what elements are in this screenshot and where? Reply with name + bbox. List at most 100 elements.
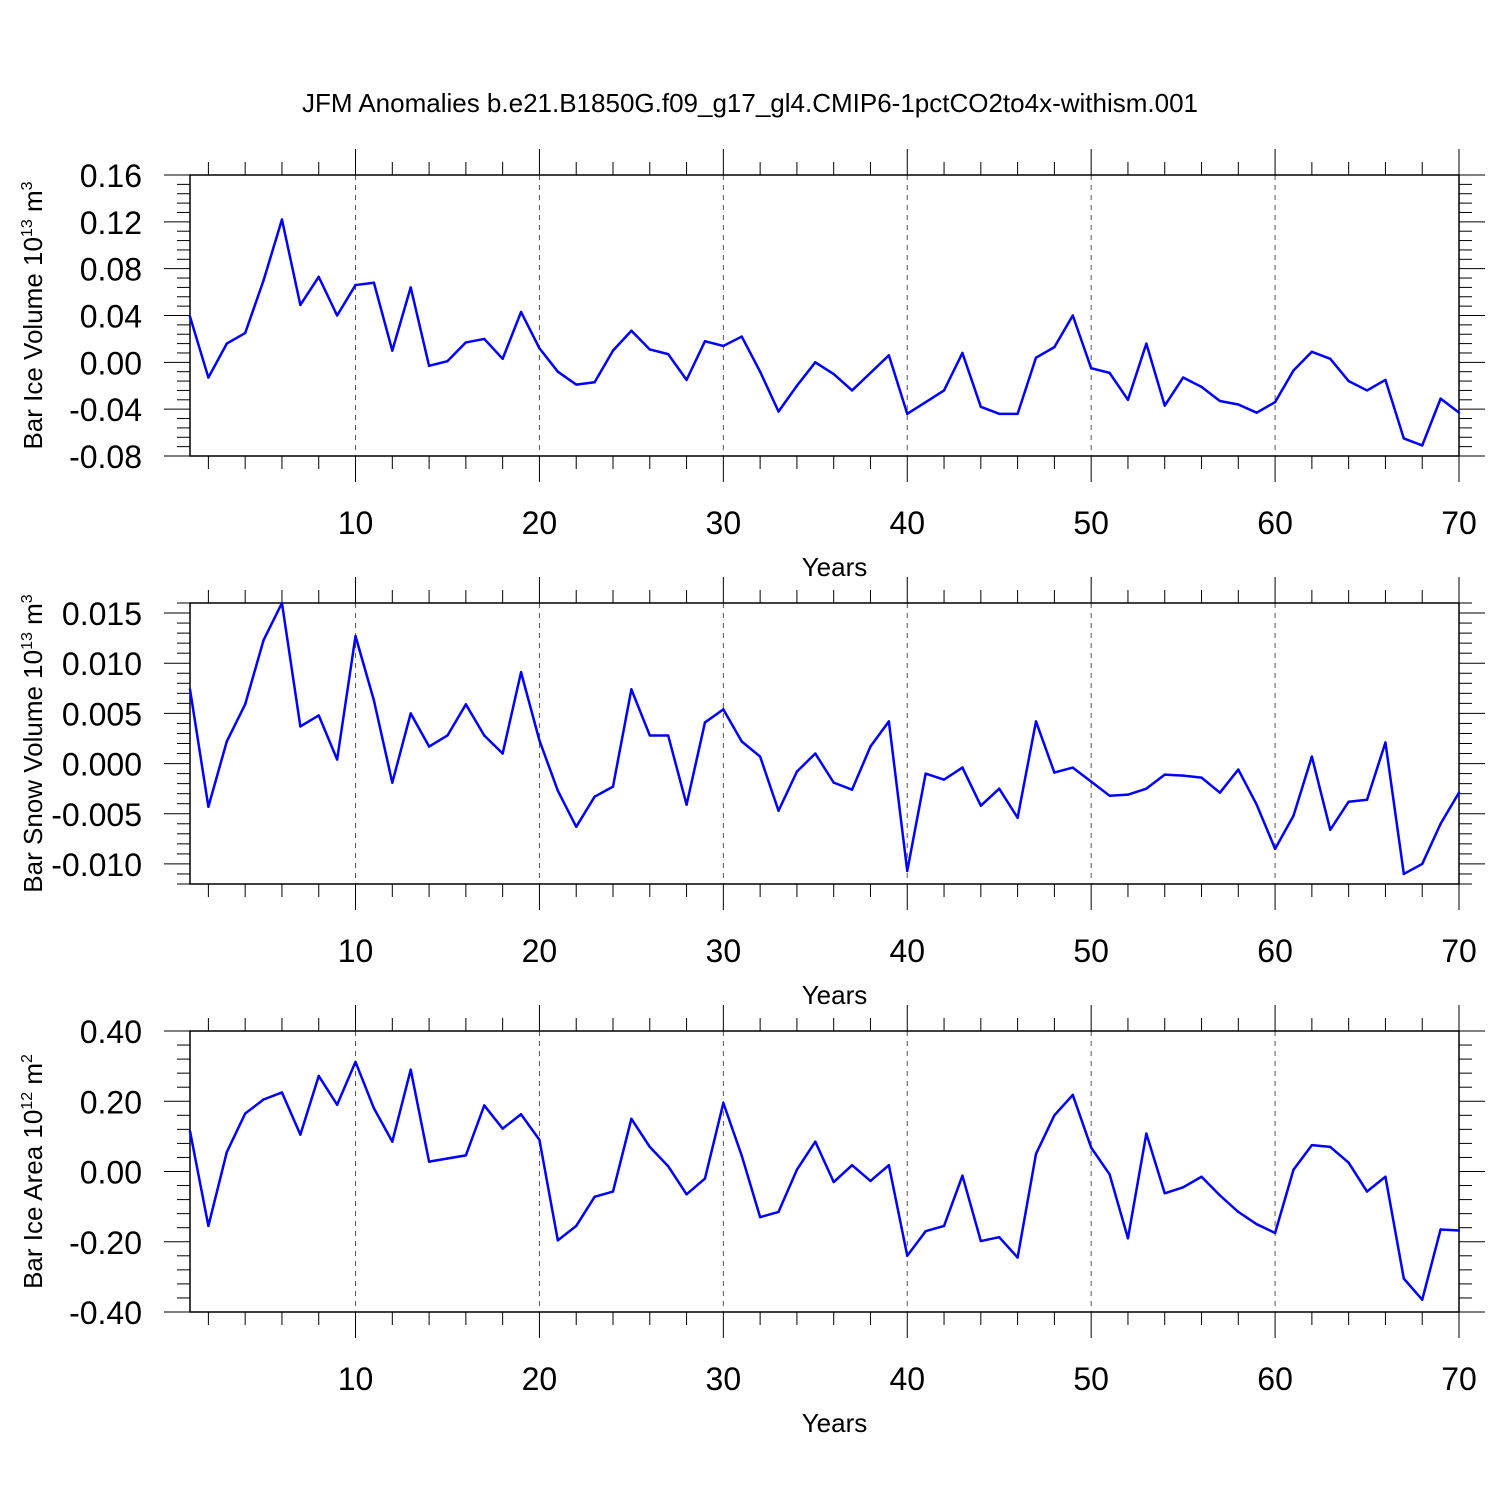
- data-point: [666, 352, 670, 356]
- panel-2: 10 20 30 40 50 60 70 Years -0.010 -0.005 0.000 0.00…: [18, 577, 1485, 1010]
- data-point: [427, 745, 431, 748]
- x-tick-label: 60: [1257, 933, 1293, 969]
- data-point: [1365, 798, 1369, 801]
- data-point: [409, 712, 412, 715]
- x-axis-label: Years: [802, 552, 868, 582]
- data-point: [1384, 741, 1387, 744]
- data-point: [942, 389, 946, 392]
- data-point: [1126, 793, 1130, 796]
- data-point: [519, 1113, 523, 1116]
- plot-frame: [189, 602, 1460, 885]
- y-axis-label-unit: m: [18, 1063, 48, 1092]
- data-point: [280, 601, 284, 605]
- y-tick-label: 0.000: [62, 747, 142, 783]
- data-point: [335, 758, 339, 761]
- x-tick-label: 50: [1073, 933, 1109, 969]
- data-point: [924, 1230, 927, 1233]
- data-point: [1034, 356, 1038, 359]
- data-point: [593, 381, 596, 384]
- data-point: [1347, 1161, 1350, 1164]
- series-line: [188, 1060, 1460, 1301]
- data-point: [409, 1068, 412, 1071]
- y-tick-label: 0.12: [80, 205, 142, 241]
- data-point: [832, 1180, 835, 1184]
- data-point: [979, 804, 983, 807]
- data-point: [1108, 794, 1111, 797]
- data-point: [666, 1165, 670, 1168]
- data-point: [1421, 444, 1424, 447]
- data-point: [1457, 791, 1461, 794]
- data-point: [685, 803, 688, 806]
- x-tick-label: 20: [522, 1361, 558, 1397]
- data-point: [648, 1145, 651, 1149]
- data-point: [1071, 314, 1074, 317]
- data-point: [391, 1140, 394, 1143]
- x-tick-label: 20: [522, 505, 558, 541]
- data-point: [519, 671, 523, 674]
- x-tick-label: 60: [1257, 505, 1293, 541]
- y-tick-label: -0.40: [69, 1295, 142, 1331]
- data-point: [391, 781, 394, 784]
- data-point: [593, 1195, 596, 1198]
- data-point: [354, 1060, 357, 1064]
- data-point: [850, 389, 854, 392]
- y-tick-label: 0.015: [62, 596, 142, 632]
- data-point: [777, 809, 780, 812]
- y-tick-label: 0.00: [80, 1155, 142, 1191]
- data-point: [1145, 1132, 1148, 1135]
- data-point: [758, 755, 762, 758]
- data-point: [464, 1154, 468, 1157]
- data-point: [924, 400, 927, 404]
- data-point: [814, 1140, 817, 1143]
- data-point: [335, 1103, 339, 1106]
- panel-3: 10 20 30 40 50 60 70 Years -0.40 -0.20 0.00 0.20 0.4…: [18, 1005, 1485, 1438]
- data-point: [648, 348, 651, 351]
- y-tick-label: -0.010: [51, 847, 142, 883]
- data-point: [1053, 771, 1056, 774]
- data-point: [906, 1254, 909, 1258]
- y-tick-label: -0.005: [51, 797, 142, 833]
- data-point: [979, 1239, 983, 1243]
- data-point: [446, 359, 449, 363]
- data-point: [335, 314, 339, 317]
- x-tick-label: 70: [1441, 1361, 1477, 1397]
- data-point: [1421, 862, 1424, 866]
- data-point: [777, 1210, 780, 1214]
- y-axis-label-unit: m: [18, 190, 48, 219]
- data-point: [243, 331, 247, 335]
- x-tick-label: 50: [1073, 1361, 1109, 1397]
- x-tick-label: 70: [1441, 505, 1477, 541]
- x-tick-label: 20: [522, 933, 558, 969]
- data-point: [906, 412, 909, 416]
- data-point: [777, 410, 780, 413]
- data-point: [538, 1138, 541, 1142]
- data-point: [998, 412, 1001, 416]
- x-tick-label: 10: [338, 1361, 374, 1397]
- data-point: [887, 1163, 891, 1167]
- data-point: [1255, 411, 1258, 414]
- data-point: [225, 1150, 228, 1154]
- data-point: [1439, 397, 1442, 400]
- data-point: [446, 734, 449, 737]
- chart-title: JFM Anomalies b.e21.B1850G.f09_g17_gl4.C…: [302, 88, 1198, 118]
- y-axis-label-unit-exponent: 3: [19, 594, 36, 603]
- data-point: [188, 1129, 192, 1133]
- x-axis-label: Years: [802, 1408, 868, 1438]
- x-tick-label: 40: [889, 1361, 925, 1397]
- data-point: [1402, 1277, 1406, 1280]
- data-point: [225, 342, 228, 345]
- series-line: [188, 218, 1460, 447]
- data-point: [1237, 403, 1240, 406]
- data-point: [998, 1235, 1001, 1239]
- data-point: [630, 688, 633, 691]
- data-point: [483, 337, 486, 341]
- data-point: [538, 347, 541, 350]
- data-point: [1181, 774, 1185, 777]
- data-point: [593, 795, 596, 798]
- data-point: [464, 703, 468, 706]
- data-point: [446, 1157, 449, 1160]
- data-point: [262, 279, 265, 282]
- data-point: [1347, 379, 1350, 383]
- data-point: [703, 721, 707, 724]
- data-point: [538, 739, 541, 742]
